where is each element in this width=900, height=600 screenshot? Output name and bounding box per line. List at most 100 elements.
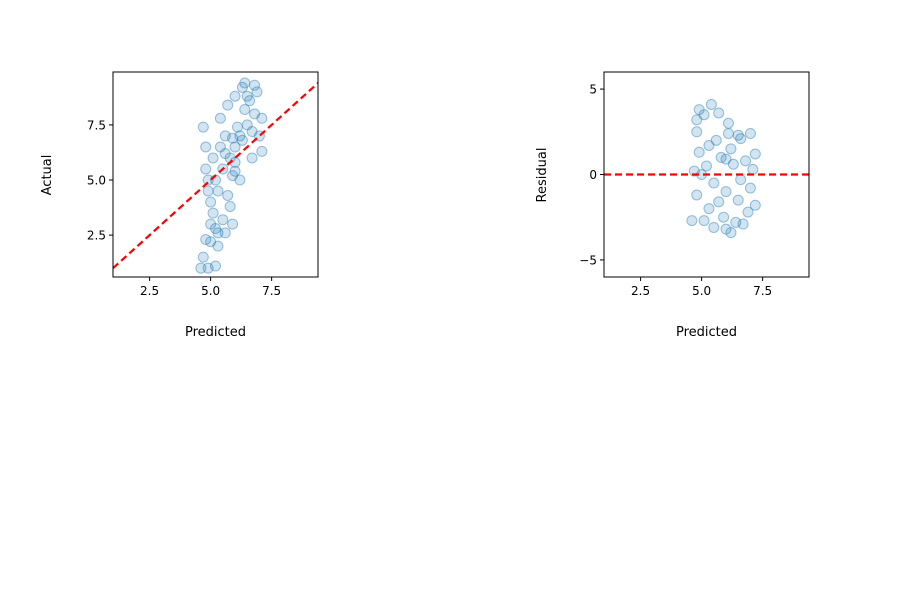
data-point <box>703 139 715 151</box>
x-tick-label: 2.5 <box>631 284 650 298</box>
data-point <box>708 177 720 189</box>
data-point <box>202 185 214 197</box>
data-point <box>251 86 263 98</box>
actual-vs-predicted-panel: 2.5 5.0 7.5 2.5 5.0 7.5 Predicted Actual <box>40 71 319 340</box>
data-point <box>222 189 234 201</box>
data-point <box>742 206 754 218</box>
data-point <box>200 163 212 175</box>
data-point <box>740 155 752 167</box>
y-tick-label: 0 <box>589 168 597 182</box>
data-point <box>693 104 705 116</box>
data-point <box>256 112 268 124</box>
data-point <box>219 227 231 239</box>
data-point <box>210 260 221 272</box>
data-point <box>212 227 224 239</box>
data-point <box>234 174 246 186</box>
plot-frame <box>112 71 319 278</box>
data-point <box>701 160 712 172</box>
y-axis-ticks: −5 0 5 <box>579 83 604 267</box>
data-point <box>236 134 248 146</box>
data-point <box>207 152 219 164</box>
data-point <box>202 262 214 274</box>
data-point <box>747 163 759 175</box>
data-point <box>231 121 243 133</box>
data-point <box>256 145 268 157</box>
data-point <box>212 185 224 197</box>
data-point <box>202 174 214 186</box>
data-point <box>722 128 734 139</box>
y-tick-label: 2.5 <box>87 229 106 243</box>
scatter-points <box>686 98 761 239</box>
data-point <box>205 218 217 230</box>
residual-vs-predicted-panel: 2.5 5.0 7.5 −5 0 5 Predicted Residual <box>535 71 810 340</box>
data-point <box>744 182 756 194</box>
data-point <box>705 98 717 110</box>
data-point <box>239 77 251 89</box>
data-point <box>227 170 239 182</box>
data-point <box>725 143 737 155</box>
x-axis-label: Predicted <box>185 325 246 340</box>
data-point <box>249 108 261 120</box>
data-point <box>686 215 698 227</box>
data-point <box>236 81 248 93</box>
data-point <box>219 148 231 160</box>
x-tick-label: 7.5 <box>753 284 772 298</box>
data-point <box>691 114 703 126</box>
data-point <box>725 227 737 239</box>
x-axis-ticks: 2.5 5.0 7.5 <box>631 277 772 298</box>
data-point <box>749 199 761 211</box>
scatter-points <box>195 77 268 274</box>
data-point <box>241 119 253 131</box>
x-tick-label: 5.0 <box>201 284 220 298</box>
data-point <box>197 251 209 263</box>
y-axis-label: Residual <box>535 148 550 203</box>
x-axis-label: Predicted <box>676 325 737 340</box>
data-point <box>241 90 253 102</box>
data-point <box>720 153 732 165</box>
data-point <box>200 234 212 246</box>
data-point <box>214 141 226 153</box>
data-point <box>195 262 207 274</box>
x-tick-label: 5.0 <box>692 284 711 298</box>
reference-line <box>113 82 318 269</box>
data-point <box>708 221 720 233</box>
x-tick-label: 7.5 <box>262 284 281 298</box>
data-point <box>730 216 742 228</box>
y-tick-label: 7.5 <box>87 118 106 132</box>
data-point <box>210 223 221 235</box>
data-point <box>749 148 761 160</box>
y-tick-label: 5.0 <box>87 174 106 188</box>
data-point <box>691 126 703 138</box>
data-point <box>234 130 246 142</box>
data-point <box>227 132 239 144</box>
y-tick-label: 5 <box>589 83 597 97</box>
data-point <box>197 121 209 133</box>
data-point <box>229 90 241 102</box>
data-point <box>713 196 725 208</box>
data-point <box>219 130 231 142</box>
data-point <box>205 236 217 248</box>
data-point <box>732 129 744 141</box>
data-point <box>720 223 732 235</box>
data-point <box>217 214 229 226</box>
data-point <box>244 95 256 107</box>
data-point <box>698 215 710 227</box>
data-point <box>239 103 251 115</box>
data-point <box>715 151 727 163</box>
data-point <box>229 141 241 153</box>
data-point <box>718 211 730 223</box>
data-point <box>713 107 725 119</box>
data-point <box>710 134 722 146</box>
data-point <box>691 189 703 201</box>
data-point <box>212 240 224 252</box>
data-point <box>727 158 739 170</box>
data-point <box>207 207 219 219</box>
x-axis-ticks: 2.5 5.0 7.5 <box>140 277 281 298</box>
reference-line-group <box>113 82 318 269</box>
data-point <box>246 152 258 164</box>
data-point <box>222 99 234 111</box>
data-point <box>720 186 732 198</box>
data-point <box>200 141 212 153</box>
